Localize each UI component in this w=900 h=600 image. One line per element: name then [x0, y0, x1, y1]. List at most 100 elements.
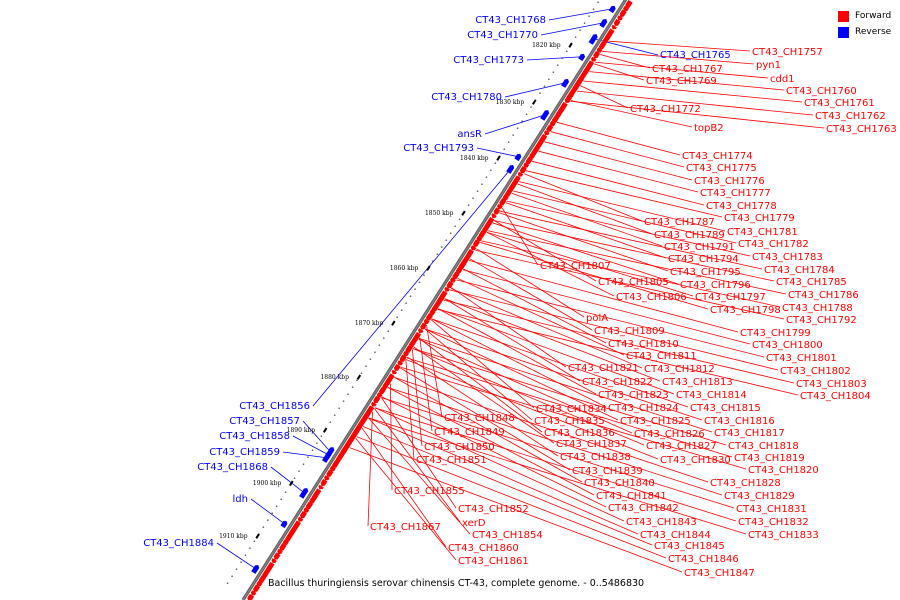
reverse-gene-label: CT43_CH1856: [239, 401, 310, 412]
forward-gene-arrow: [425, 312, 434, 321]
forward-gene-arrow: [290, 524, 299, 533]
forward-gene-label: CT43_CH1854: [472, 530, 543, 541]
gene-arrow-shape: [493, 207, 501, 215]
forward-callout-line: [367, 411, 373, 527]
legend-label-forward: Forward: [855, 11, 892, 21]
gene-arrow-shape: [529, 152, 536, 159]
forward-callout-line: [356, 436, 667, 559]
gene-arrow-shape: [450, 277, 456, 283]
gene-arrow-shape: [546, 124, 554, 133]
forward-gene-arrow: [420, 322, 428, 330]
forward-gene-label: CT43_CH1785: [776, 277, 847, 288]
forward-gene-arrow: [341, 440, 352, 454]
ruler-dot: [284, 491, 287, 493]
ruler-dot: [481, 183, 483, 185]
ruler-dot: [588, 15, 590, 17]
gene-arrow-shape: [311, 492, 320, 501]
forward-gene-label: CT43_CH1812: [644, 364, 715, 375]
ruler-dot: [490, 169, 492, 171]
ruler-dot: [458, 218, 461, 220]
forward-callout-line: [355, 437, 457, 561]
forward-callout-line: [600, 54, 651, 69]
gene-arrow-shape: [326, 469, 334, 478]
ruler-dot: [445, 239, 448, 241]
reverse-gene-label: CT43_CH1859: [209, 447, 280, 458]
forward-gene-label: CT43_CH1815: [690, 403, 761, 414]
forward-callout-line: [419, 337, 713, 433]
gene-arrow-shape: [290, 524, 299, 533]
gene-arrow-shape: [408, 341, 416, 348]
legend-item-forward: Forward: [838, 8, 898, 24]
gene-arrow-shape: [608, 5, 616, 14]
forward-callout-line: [594, 63, 645, 81]
forward-callout-line: [413, 346, 555, 444]
forward-callout-line: [506, 200, 751, 257]
gene-arrow-shape: [519, 165, 527, 174]
forward-gene-arrow: [288, 529, 295, 537]
forward-gene-label: CT43_CH1838: [560, 452, 631, 463]
forward-callout-line: [418, 338, 633, 434]
ruler-dot: [400, 309, 403, 311]
scale-tick: [568, 42, 573, 48]
gene-arrow-shape: [455, 267, 462, 274]
forward-gene-arrow: [529, 152, 536, 159]
forward-callout-line: [475, 249, 785, 320]
gene-arrow-shape: [355, 412, 370, 432]
forward-callout-line: [400, 366, 747, 470]
forward-gene-arrow: [391, 369, 398, 375]
forward-callout-line: [412, 348, 645, 446]
forward-gene-arrow: [470, 245, 477, 251]
scale-tick: [532, 99, 537, 105]
forward-gene-label: CT43_CH1836: [544, 428, 615, 439]
ruler-dot: [574, 36, 577, 38]
scale-tick-label: 1900 kbp: [253, 480, 282, 487]
ruler-dot: [418, 281, 421, 283]
forward-gene-arrow: [411, 335, 419, 345]
ruler-dot: [467, 204, 470, 206]
ruler-dot: [539, 92, 541, 94]
reverse-gene-arrow: [251, 564, 260, 574]
reverse-gene-arrow: [322, 453, 330, 463]
forward-gene-arrow: [598, 41, 607, 50]
ruler-dot: [472, 197, 474, 199]
forward-callout-line: [405, 359, 659, 460]
reverse-callout-line: [540, 22, 604, 36]
forward-callout-line: [368, 417, 471, 535]
forward-callout-line: [550, 131, 685, 168]
reverse-gene-arrow: [561, 78, 570, 88]
forward-gene-label: CT43_CH1847: [684, 568, 755, 579]
forward-gene-arrow: [397, 360, 404, 366]
forward-gene-arrow: [476, 235, 483, 242]
reverse-swatch: [838, 26, 849, 38]
forward-gene-label: CT43_CH1824: [608, 403, 679, 414]
gene-arrow-shape: [431, 303, 440, 312]
forward-gene-label: CT43_CH1796: [680, 280, 751, 291]
forward-gene-arrow: [299, 510, 307, 519]
ruler-dot: [476, 190, 479, 192]
reverse-gene-label: CT43_CH1884: [143, 538, 214, 549]
gene-arrow-shape: [510, 179, 519, 188]
forward-callout-line: [361, 427, 447, 548]
forward-callout-line: [451, 287, 567, 368]
forward-gene-label: CT43_CH1837: [556, 439, 627, 450]
forward-swatch: [838, 10, 849, 22]
forward-gene-arrow: [429, 309, 436, 316]
forward-gene-arrow: [590, 56, 597, 62]
forward-gene-label: CT43_CH1844: [640, 530, 711, 541]
gene-arrow-shape: [611, 24, 617, 30]
forward-callout-line: [368, 417, 639, 535]
gene-arrow-shape: [305, 501, 313, 510]
reverse-gene-label: CT43_CH1768: [475, 15, 546, 26]
gene-arrow-shape: [598, 41, 607, 50]
forward-gene-label: CT43_CH1776: [694, 176, 765, 187]
forward-callout-line: [456, 279, 765, 358]
ruler-dot: [275, 505, 278, 507]
reverse-callout-line: [216, 542, 257, 570]
forward-gene-arrow: [326, 469, 334, 478]
gene-arrow-shape: [514, 153, 522, 162]
scale-tick-label: 1850 kbp: [425, 210, 454, 217]
forward-gene-label: CT43_CH1823: [598, 390, 669, 401]
forward-callout-line: [589, 71, 785, 91]
forward-callout-line: [387, 387, 723, 496]
forward-callout-line: [468, 259, 739, 333]
